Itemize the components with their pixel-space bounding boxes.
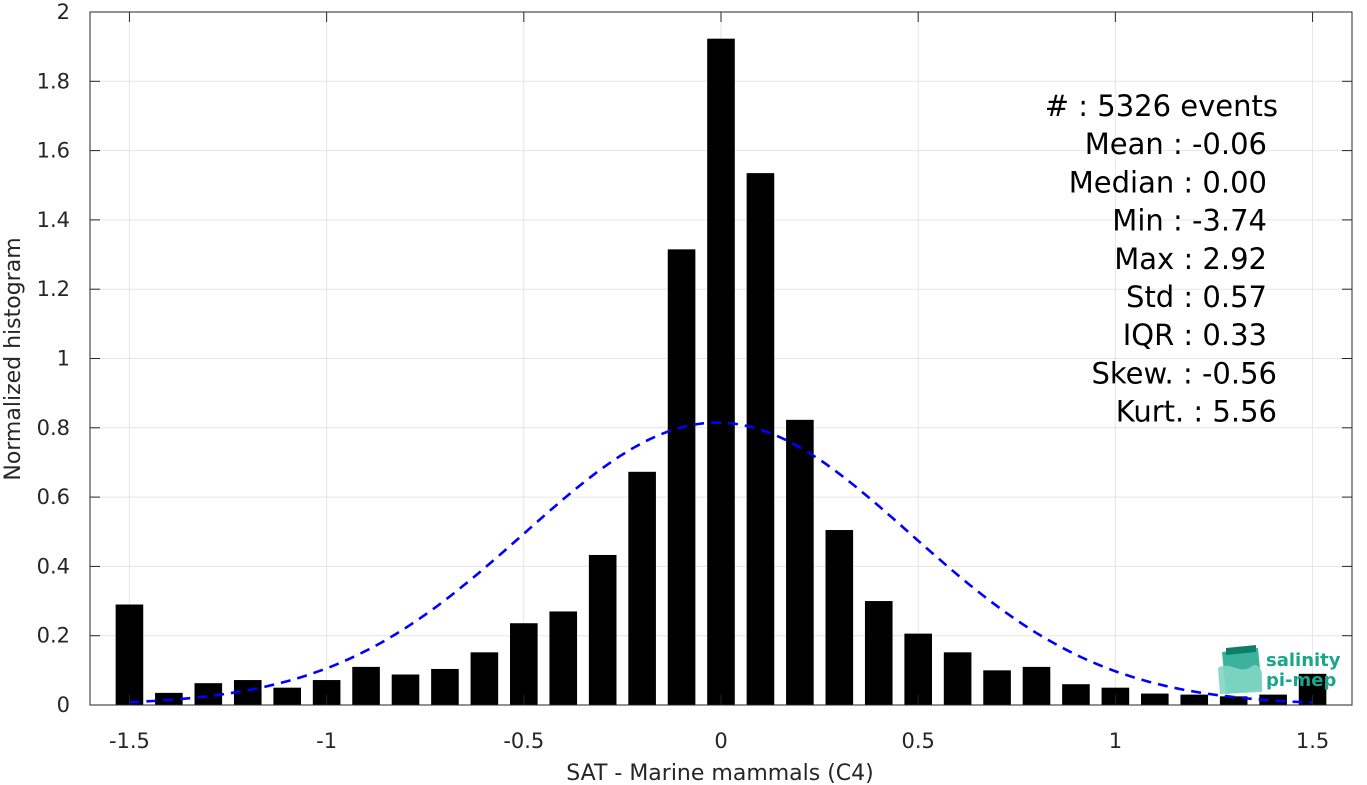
stat-line: Skew. : -0.56: [1091, 356, 1277, 390]
stat-line: # : 5326 events: [1045, 89, 1278, 123]
histogram-bar: [707, 38, 735, 706]
y-tick-label: 1.8: [37, 69, 70, 93]
histogram-bars: [115, 38, 1327, 706]
stat-line: Max : 2.92: [1114, 242, 1267, 276]
y-axis-title: Normalized histogram: [1, 237, 26, 480]
axis-ticks: [90, 11, 1352, 706]
logo-text-line1: salinity: [1266, 650, 1341, 671]
histogram-bar: [549, 611, 578, 705]
histogram-bar: [904, 633, 932, 705]
histogram-bar: [1141, 693, 1169, 705]
y-tick-label: 0.4: [37, 554, 70, 578]
histogram-bar: [667, 249, 696, 706]
y-tick-labels: 0 0.2 0.4 0.6 0.8 1 1.2 1.4 1.6 1.8 2: [37, 0, 70, 717]
x-axis-title: SAT - Marine mammals (C4): [566, 761, 874, 785]
stat-line: IQR : 0.33: [1123, 318, 1267, 352]
histogram-bar: [194, 683, 223, 705]
histogram-bar: [1219, 696, 1248, 705]
stat-line: Mean : -0.06: [1085, 127, 1267, 161]
logo-text-line2: pi-mep: [1266, 670, 1336, 691]
histogram-bar: [470, 652, 499, 705]
x-tick-label: -1: [316, 729, 337, 753]
histogram-bar: [628, 471, 656, 705]
histogram-bar: [825, 530, 854, 705]
stat-line: Median : 0.00: [1069, 165, 1267, 199]
histogram-bar: [1062, 684, 1090, 705]
x-tick-label: 0.5: [901, 729, 934, 753]
histogram-bar: [273, 687, 301, 705]
x-tick-label: 0: [714, 729, 727, 753]
histogram-bar: [983, 670, 1011, 705]
x-tick-label: 1.5: [1296, 729, 1329, 753]
histogram-bar: [588, 554, 617, 705]
y-tick-label: 0: [57, 693, 70, 717]
x-tick-label: 1: [1109, 729, 1122, 753]
histogram-bar: [1259, 694, 1287, 705]
y-tick-label: 1.4: [37, 208, 70, 232]
histogram-bar: [1180, 694, 1209, 705]
histogram-bar: [115, 604, 144, 705]
y-tick-label: 0.6: [37, 485, 70, 509]
histogram-bar: [391, 674, 420, 705]
x-tick-label: -0.5: [503, 729, 544, 753]
histogram-bar: [746, 173, 775, 705]
logo-icon: [1218, 645, 1262, 694]
histogram-bar: [510, 623, 538, 705]
stat-line: Min : -3.74: [1112, 204, 1267, 238]
stat-line: Kurt. : 5.56: [1116, 395, 1277, 429]
y-tick-label: 1.2: [37, 277, 70, 301]
y-tick-label: 2: [57, 0, 70, 24]
gaussian-fit-curve: [129, 421, 1313, 704]
histogram-bar: [786, 419, 814, 705]
y-tick-label: 1.6: [37, 139, 70, 163]
y-tick-label: 0.8: [37, 416, 70, 440]
y-tick-label: 1: [57, 347, 70, 371]
histogram-bar: [1022, 666, 1051, 705]
x-tick-labels: -1.5 -1 -0.5 0 0.5 1 1.5: [109, 729, 1329, 753]
histogram-bar: [943, 652, 972, 705]
statistics-annotation: # : 5326 events Mean : -0.06 Median : 0.00…: [1045, 89, 1278, 429]
stat-line: Std : 0.57: [1126, 280, 1267, 314]
x-tick-label: -1.5: [109, 729, 150, 753]
y-tick-label: 0.2: [37, 624, 70, 648]
histogram-bar: [431, 668, 459, 705]
histogram-bar: [352, 666, 380, 705]
salinity-pi-mep-logo: salinity pi-mep: [1218, 645, 1341, 694]
histogram-bar: [864, 601, 893, 705]
